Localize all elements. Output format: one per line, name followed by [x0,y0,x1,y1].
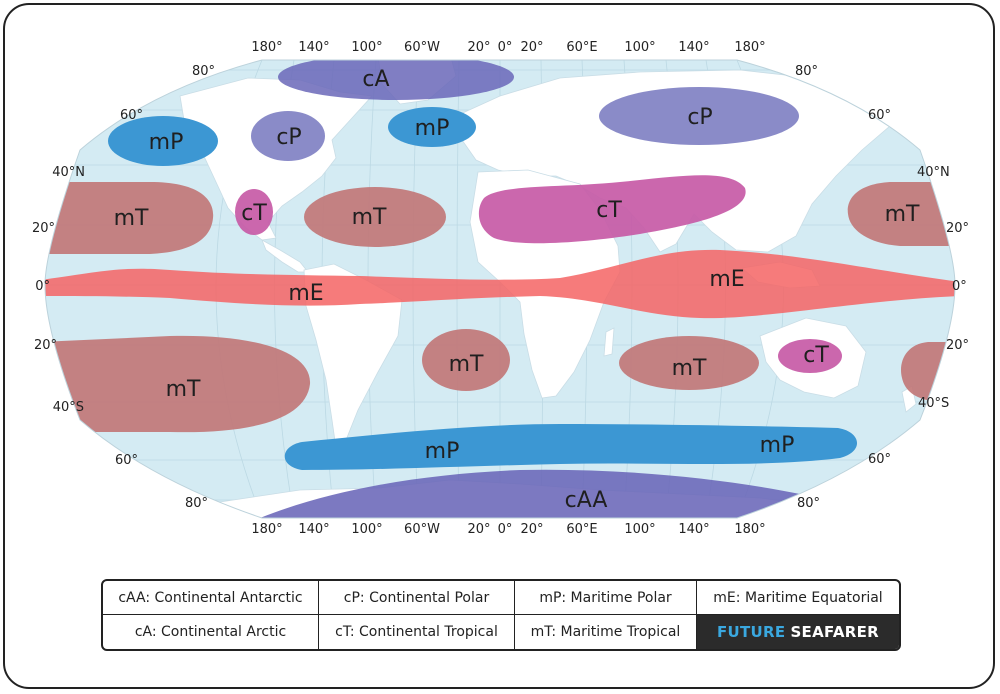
air-mass-mt-northwest-pacific [847,182,955,246]
lon-label: 20° [520,40,543,55]
lon-label: 180° [251,522,282,537]
lon-label: 20° [520,522,543,537]
label-mt-north-pacific: mT [114,206,149,231]
legend-mt: mT: Maritime Tropical [515,615,697,649]
label-caa: cAA [565,488,608,513]
lon-label: 100° [624,522,655,537]
lon-label: 0° [498,522,513,537]
air-mass-me-band [45,249,955,319]
legend-me: mE: Maritime Equatorial [697,581,899,615]
legend-caa: cAA: Continental Antarctic [103,581,319,615]
lon-label: 140° [298,522,329,537]
label-cp-north-america: cP [276,125,301,150]
label-mp-south-east: mP [760,433,795,458]
air-mass-mp-atlantic [388,107,476,147]
lat-label: 40°S [918,396,949,411]
air-mass-cp-north-america [251,111,325,161]
air-mass-mp-south [284,424,858,470]
lon-label: 20° [467,40,490,55]
lat-label: 80° [192,64,215,79]
air-mass-ca [278,60,514,100]
lat-label: 80° [795,64,818,79]
lat-label: 60° [868,452,891,467]
lat-label: 60° [120,108,143,123]
lon-label: 60°E [566,40,597,55]
air-masses [45,60,955,518]
lat-label: 60° [115,453,138,468]
lon-label: 180° [734,40,765,55]
brand-part2: SEAFARER [790,623,879,641]
lon-label: 20° [467,522,490,537]
label-cp-asia: cP [687,105,712,130]
brand-part1: FUTURE [717,623,786,641]
lat-label: 60° [868,108,891,123]
longitude-labels-top: 180° 140° 100° 60°W 20° 0° 20° 60°E 100°… [251,40,765,55]
lon-label: 180° [734,522,765,537]
lat-label: 80° [185,496,208,511]
label-mp-pacific: mP [149,130,184,155]
air-mass-mt-indian [619,336,759,390]
latitude-labels-left: 80° 60° 40°N 20° 0° 20° 40°S 60° 80° [32,64,215,511]
lon-label: 100° [351,40,382,55]
air-mass-labels: cA cP cP mP mP cT cT cT mT mT mT mE mE m… [114,67,920,513]
label-ct-mexico: cT [241,201,267,226]
legend-mp: mP: Maritime Polar [515,581,697,615]
map-outline [44,59,956,519]
air-mass-caa [260,469,800,518]
air-mass-cp-asia [599,87,799,145]
lat-label: 20° [34,338,57,353]
lat-label: 40°N [52,165,85,180]
lon-label: 180° [251,40,282,55]
air-mass-mt-north-atlantic [304,187,446,247]
label-mt-indian: mT [672,356,707,381]
lon-label: 100° [351,522,382,537]
lat-label: 80° [797,496,820,511]
label-mp-atlantic: mP [415,116,450,141]
air-mass-mt-south-atlantic [422,329,510,391]
lon-label: 140° [678,522,709,537]
air-mass-mt-north-pacific [45,182,214,254]
brand-logo: FUTURE SEAFARER [697,615,899,649]
label-mt-south-pacific: mT [166,377,201,402]
label-ct-sahara: cT [596,198,622,223]
label-me-west: mE [288,281,323,306]
air-mass-mt-south-pacific [45,335,311,433]
lon-label: 140° [298,40,329,55]
legend-ct: cT: Continental Tropical [319,615,515,649]
lon-label: 0° [498,40,513,55]
label-ca: cA [362,67,389,92]
legend-cp: cP: Continental Polar [319,581,515,615]
lat-label: 20° [946,221,969,236]
lon-label: 140° [678,40,709,55]
lon-label: 60°W [404,522,440,537]
air-mass-ct-mexico [235,189,273,235]
legend-ca: cA: Continental Arctic [103,615,319,649]
air-mass-ct-sahara [478,175,746,244]
lon-label: 100° [624,40,655,55]
lon-label: 60°E [566,522,597,537]
label-mt-north-atlantic: mT [352,205,387,230]
lat-label: 40°N [917,165,950,180]
legend-table: cAA: Continental Antarctic cP: Continent… [101,579,901,651]
lat-label: 20° [946,338,969,353]
label-mt-south-atlantic: mT [449,352,484,377]
lat-label: 0° [952,279,967,294]
longitude-labels-bottom: 180° 140° 100° 60°W 20° 0° 20° 60°E 100°… [251,522,765,537]
page-frame [3,3,995,689]
lat-label: 40°S [53,400,84,415]
lat-label: 0° [35,279,50,294]
label-mp-south-west: mP [425,439,460,464]
air-mass-mp-pacific [108,116,218,166]
label-mt-northwest-pacific: mT [885,202,920,227]
label-ct-australia: cT [803,343,829,368]
latitude-labels-right: 80° 60° 40°N 20° 0° 20° 40°S 60° 80° [795,64,969,511]
lon-label: 60°W [404,40,440,55]
lat-label: 20° [32,221,55,236]
air-mass-ct-australia [778,339,842,373]
label-me-east: mE [709,267,744,292]
world-map: cA cP cP mP mP cT cT cT mT mT mT mE mE m… [32,40,969,537]
